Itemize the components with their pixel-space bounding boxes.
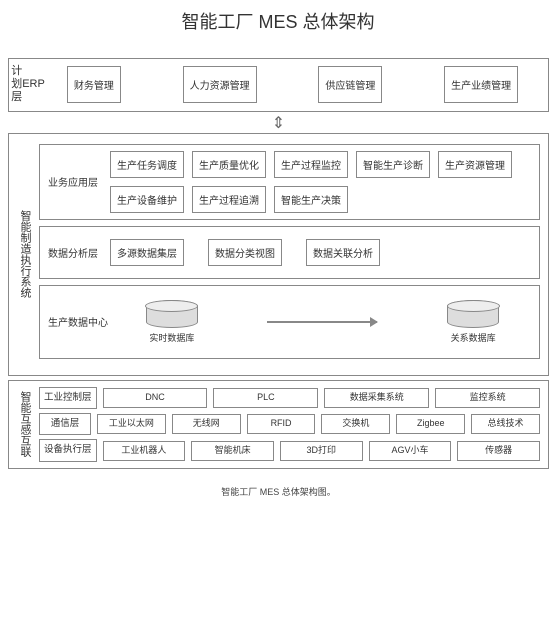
- erp-label: 计划层ERP: [17, 65, 45, 105]
- row-label: 设备执行层: [39, 439, 97, 461]
- biz-item: 生产过程追溯: [192, 186, 266, 213]
- net-item: Zigbee: [396, 414, 465, 434]
- figure-caption: 智能工厂 MES 总体架构图。: [8, 485, 549, 498]
- device-layer-row: 设备执行层 工业机器人 智能机床 3D打印 AGV小车 传感器: [39, 439, 540, 461]
- realtime-db: 实时数据库: [146, 300, 198, 344]
- net-item: PLC: [213, 388, 318, 408]
- net-item: 工业机器人: [103, 441, 186, 461]
- row-label: 工业控制层: [39, 387, 97, 409]
- control-layer-row: 工业控制层 DNC PLC 数据采集系统 监控系统: [39, 387, 540, 409]
- biz-item: 生产资源管理: [438, 151, 512, 178]
- row-label: 通信层: [39, 413, 91, 435]
- mes-layer: 智能制造执行系统 业务应用层 生产任务调度 生产质量优化 生产过程监控 智能生产…: [8, 133, 549, 376]
- biz-item: 智能生产诊断: [356, 151, 430, 178]
- database-icon: [146, 300, 198, 328]
- net-side-label: 智能互感互联: [17, 387, 39, 462]
- mes-side-label: 智能制造执行系统: [17, 144, 39, 365]
- comm-layer-row: 通信层 工业以太网 无线网 RFID 交换机 Zigbee 总线技术: [39, 413, 540, 435]
- analysis-label: 数据分析层: [48, 245, 110, 260]
- net-item: RFID: [247, 414, 316, 434]
- net-item: 交换机: [321, 414, 390, 434]
- biz-item: 智能生产决策: [274, 186, 348, 213]
- erp-item: 生产业绩管理: [444, 66, 518, 103]
- analysis-item: 多源数据集层: [110, 239, 184, 266]
- analysis-item: 数据分类视图: [208, 239, 282, 266]
- erp-layer: 计划层ERP 财务管理 人力资源管理 供应链管理 生产业绩管理: [8, 58, 549, 112]
- biz-label: 业务应用层: [48, 174, 110, 189]
- analysis-layer: 数据分析层 多源数据集层 数据分类视图 数据关联分析: [39, 226, 540, 279]
- net-item: 智能机床: [191, 441, 274, 461]
- biz-item: 生产任务调度: [110, 151, 184, 178]
- biz-item: 生产设备维护: [110, 186, 184, 213]
- database-icon: [447, 300, 499, 328]
- net-item: AGV小车: [369, 441, 452, 461]
- datacenter-label: 生产数据中心: [48, 314, 114, 329]
- analysis-item: 数据关联分析: [306, 239, 380, 266]
- page-title: 智能工厂 MES 总体架构: [98, 8, 458, 34]
- net-item: 监控系统: [435, 388, 540, 408]
- relational-db: 关系数据库: [447, 300, 499, 344]
- network-layer: 智能互感互联 工业控制层 DNC PLC 数据采集系统 监控系统 通信层 工业以…: [8, 380, 549, 469]
- biz-item: 生产质量优化: [192, 151, 266, 178]
- net-item: 工业以太网: [97, 414, 166, 434]
- net-item: DNC: [103, 388, 208, 408]
- net-item: 3D打印: [280, 441, 363, 461]
- net-item: 数据采集系统: [324, 388, 429, 408]
- datacenter-layer: 生产数据中心 实时数据库 关系数据库: [39, 285, 540, 359]
- net-item: 无线网: [172, 414, 241, 434]
- biz-layer: 业务应用层 生产任务调度 生产质量优化 生产过程监控 智能生产诊断 生产资源管理…: [39, 144, 540, 220]
- bidir-arrow-icon: ⇕: [8, 116, 549, 132]
- erp-item: 供应链管理: [318, 66, 382, 103]
- biz-item: 生产过程监控: [274, 151, 348, 178]
- erp-item: 财务管理: [67, 66, 121, 103]
- erp-item: 人力资源管理: [183, 66, 257, 103]
- net-item: 总线技术: [471, 414, 540, 434]
- arrow-right-icon: [267, 321, 377, 323]
- net-item: 传感器: [457, 441, 540, 461]
